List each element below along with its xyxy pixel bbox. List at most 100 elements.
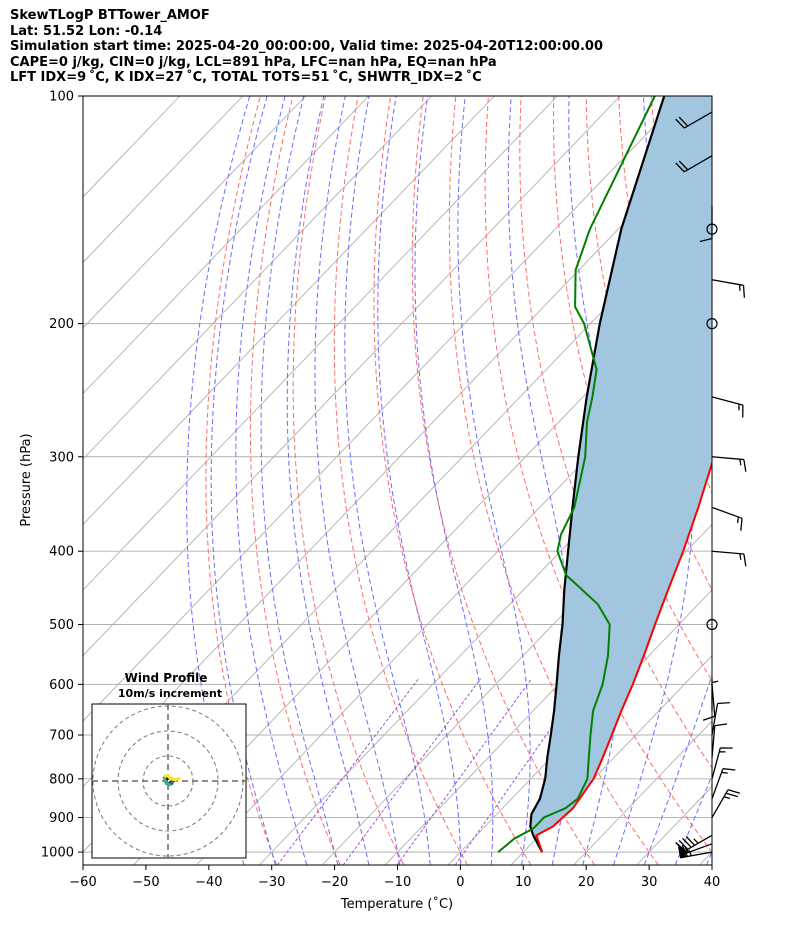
barb-half-flag [739, 553, 742, 560]
moist-adiabat [457, 96, 531, 865]
wind-barb [711, 506, 743, 531]
barb-half-flag [688, 849, 692, 857]
mixing-ratio-line [342, 678, 481, 865]
dry-adiabat [249, 96, 341, 865]
y-tick-label: 200 [49, 317, 74, 332]
barb-flag [702, 715, 716, 721]
isotherm-line [83, 96, 684, 722]
y-tick-label: 300 [49, 450, 74, 465]
hodograph-subtitle: 10m/s increment [118, 687, 222, 700]
wind-barb [702, 684, 716, 721]
moist-adiabat [414, 96, 494, 865]
y-tick-label: 600 [49, 678, 74, 693]
wind-barb [675, 834, 713, 852]
wind-barb [711, 747, 733, 780]
parcel-profile-line [529, 96, 666, 853]
x-tick-label: −60 [69, 875, 96, 890]
wind-barb [711, 396, 744, 418]
barb-staff [683, 111, 713, 129]
y-tick-label: 400 [49, 545, 74, 560]
dry-adiabat [782, 96, 794, 865]
moist-adiabat [377, 96, 462, 865]
title-line-5: LFT IDX=9 ˚C, K IDX=27 ˚C, TOTAL TOTS=51… [10, 70, 482, 85]
wind-barb [711, 550, 747, 567]
barb-flag [678, 160, 689, 171]
barb-half-flag [723, 796, 731, 800]
y-tick-label: 900 [49, 811, 74, 826]
barb-half-flag [693, 838, 699, 844]
moist-adiabat [286, 96, 370, 865]
wind-barb [711, 789, 741, 818]
barb-flag [714, 723, 728, 727]
dry-adiabat [448, 96, 659, 865]
x-tick-label: −30 [258, 875, 285, 890]
barb-staff [711, 768, 724, 799]
x-tick-label: 30 [641, 875, 658, 890]
barb-staff [711, 456, 744, 461]
barb-staff [711, 703, 719, 736]
x-tick-label: 0 [456, 875, 464, 890]
y-tick-label: 500 [49, 618, 74, 633]
barb-flag [743, 459, 747, 472]
barb-staff [711, 684, 716, 717]
barb-staff [711, 396, 744, 406]
barb-staff [711, 506, 743, 519]
barb-flag [685, 835, 696, 846]
barb-staff [683, 155, 713, 173]
hodograph-trace-segment [174, 777, 181, 782]
isotherm-line [83, 96, 244, 264]
y-tick-label: 1000 [41, 846, 74, 861]
x-tick-label: −40 [195, 875, 222, 890]
title-line-4: CAPE=0 j/kg, CIN=0 j/kg, LCL=891 hPa, LF… [10, 54, 497, 70]
moist-adiabat [235, 96, 308, 865]
isotherm-line [83, 96, 369, 395]
barb-flag [727, 789, 741, 794]
wind-barb [675, 111, 713, 129]
wind-barb [675, 155, 713, 173]
x-tick-label: 40 [704, 875, 721, 890]
dewpoint-profile-line [497, 96, 656, 853]
dry-adiabat [205, 96, 278, 865]
isotherm-line [83, 96, 495, 526]
x-tick-label: −50 [132, 875, 159, 890]
x-axis-label: Temperature (˚C) [340, 896, 453, 912]
y-tick-label: 700 [49, 728, 74, 743]
isotherm-line [196, 327, 712, 865]
x-tick-label: 10 [515, 875, 532, 890]
wind-barb [711, 456, 747, 472]
dry-adiabat [292, 96, 405, 865]
barb-staff [711, 789, 729, 818]
mixing-ratio-line [396, 678, 532, 865]
moist-adiabat [260, 96, 339, 865]
isotherm-line [133, 261, 712, 865]
x-tick-label: 20 [578, 875, 595, 890]
header: SkewTLogP BTTower_AMOF Lat: 51.52 Lon: -… [10, 8, 603, 86]
isotherm-line [510, 654, 712, 865]
wind-barb [699, 206, 713, 243]
wind-barb [711, 701, 730, 736]
isotherm-line [83, 96, 307, 329]
wind-barbs [675, 111, 747, 859]
y-axis-label: Pressure (hPa) [19, 433, 34, 526]
plot-area [83, 96, 794, 865]
instability-fill [530, 96, 712, 853]
wind-barb [711, 279, 746, 298]
barb-flag [717, 701, 730, 705]
axes: −60 −50 −40 −30 −20 −10 0 10 20 30 40 100 200 300 400 5… [41, 90, 720, 891]
barb-flag [722, 768, 736, 771]
moist-adiabat [674, 774, 712, 865]
isotherm-line [384, 523, 712, 865]
isotherm-line [699, 851, 712, 865]
moist-adiabat [210, 96, 276, 865]
moist-adiabat [643, 673, 712, 865]
x-tick-label: −20 [321, 875, 348, 890]
mixing-ratio-line [454, 678, 587, 865]
wind-barb [711, 768, 736, 799]
barb-flag [742, 285, 746, 298]
moist-adiabat [344, 96, 431, 865]
isotherm-line [573, 720, 712, 865]
moist-adiabat [507, 96, 575, 865]
barb-staff [711, 550, 744, 555]
hodograph-title: Wind Profile [125, 671, 208, 685]
